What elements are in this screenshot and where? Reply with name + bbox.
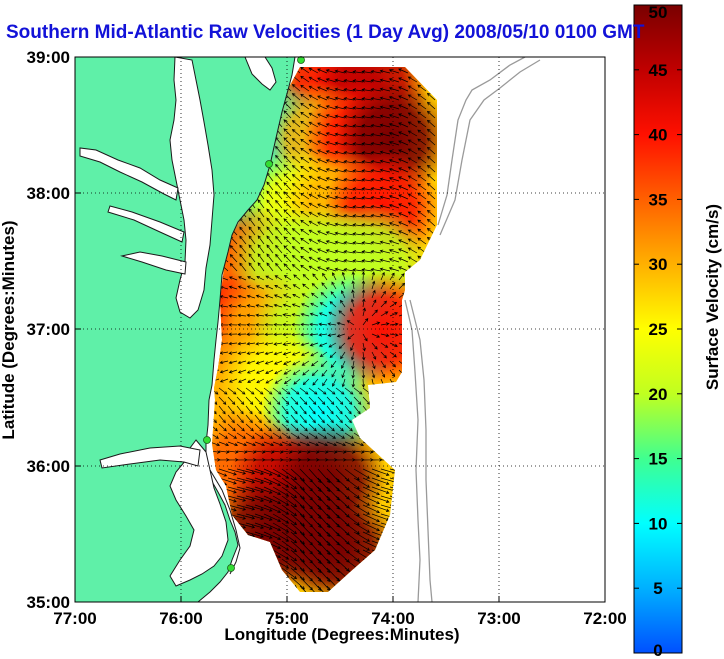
colorbar-tick-label: 30: [649, 255, 668, 274]
colorbar-tick-label: 45: [649, 61, 668, 80]
x-tick-label: 77:00: [53, 609, 96, 628]
potomac-river: [79, 147, 179, 201]
colorbar-tick-label: 35: [649, 190, 668, 209]
colorbar-tick-label: 20: [649, 385, 668, 404]
tick-marks: [74, 56, 606, 603]
grid: [75, 57, 605, 602]
velocity-vectors: [212, 67, 437, 592]
y-tick-label: 35:00: [27, 593, 70, 612]
y-tick-label: 36:00: [27, 457, 70, 476]
velocity-arrows: [212, 67, 437, 592]
colorbar-label: Surface Velocity (cm/s): [703, 204, 722, 390]
tributary-rivers: [107, 205, 187, 275]
y-tick-label: 38:00: [27, 184, 70, 203]
x-axis-label: Longitude (Degrees:Minutes): [224, 625, 459, 644]
colorbar-tick-label: 25: [649, 320, 668, 339]
x-tick-label: 72:00: [583, 609, 626, 628]
radar-station-marker: [297, 56, 305, 64]
y-tick-label: 39:00: [27, 48, 70, 67]
delaware-bay: [244, 57, 277, 91]
albemarle-sound: [99, 445, 201, 469]
y-axis-label: Latitude (Degrees:Minutes): [0, 220, 18, 439]
radar-station-marker: [203, 436, 211, 444]
colorbar-tick-label: 0: [653, 641, 662, 659]
x-tick-label: 76:00: [159, 609, 202, 628]
pamlico-sound: [169, 439, 229, 587]
x-tick-labels: 77:00 76:00 75:00 74:00 73:00 72:00: [53, 609, 626, 628]
radar-stations: [203, 56, 305, 572]
y-tick-labels: 39:00 38:00 37:00 36:00 35:00: [27, 48, 70, 612]
colorbar-tick-label: 10: [649, 514, 668, 533]
x-tick-label: 75:00: [265, 609, 308, 628]
radar-station-marker: [265, 160, 273, 168]
colorbar-tick-label: 15: [649, 450, 668, 469]
x-tick-label: 74:00: [371, 609, 414, 628]
chesapeake-bay: [169, 57, 215, 319]
x-tick-label: 73:00: [477, 609, 520, 628]
barrier-islands: [209, 469, 241, 575]
y-tick-label: 37:00: [27, 320, 70, 339]
colorbar-tick-label: 40: [649, 126, 668, 145]
colorbar-tick-label: 5: [653, 579, 662, 598]
radar-station-marker: [227, 564, 235, 572]
map-title: Southern Mid-Atlantic Raw Velocities (1 …: [6, 22, 645, 43]
colorbar-tick-label: 50: [649, 3, 668, 22]
bathymetry-contours: [404, 57, 541, 602]
colorbar-gradient: [634, 5, 682, 653]
